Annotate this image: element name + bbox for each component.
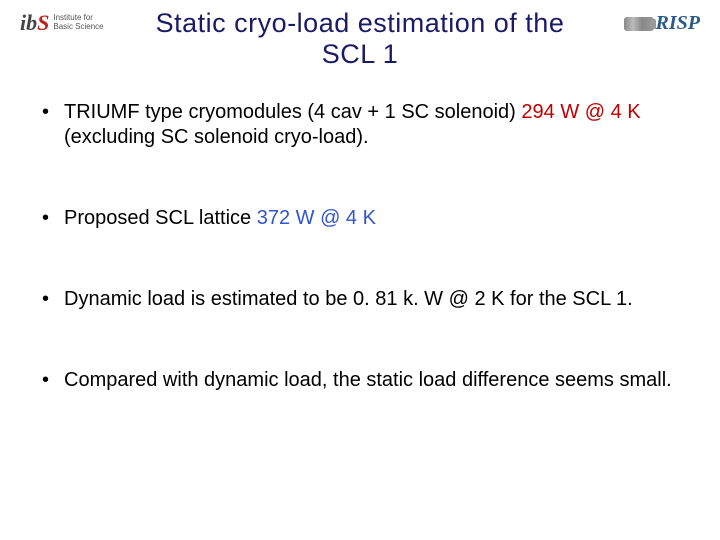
ibs-logo-prefix: ib bbox=[20, 10, 37, 35]
bullet-item: Dynamic load is estimated to be 0. 81 k.… bbox=[42, 287, 678, 312]
bullet-text-pre: TRIUMF type cryomodules (4 cav + 1 SC so… bbox=[64, 101, 521, 123]
bullet-text-pre: Compared with dynamic load, the static l… bbox=[64, 369, 672, 391]
ibs-logo-text: Institute for Basic Science bbox=[53, 14, 103, 32]
bullet-item: TRIUMF type cryomodules (4 cav + 1 SC so… bbox=[42, 100, 678, 150]
bullet-list: TRIUMF type cryomodules (4 cav + 1 SC so… bbox=[42, 100, 678, 393]
ibs-logo: ibS Institute for Basic Science bbox=[20, 10, 104, 36]
ibs-logo-suffix: S bbox=[37, 10, 49, 35]
bullet-item: Compared with dynamic load, the static l… bbox=[42, 368, 678, 393]
bullet-text-pre: Dynamic load is estimated to be 0. 81 k.… bbox=[64, 288, 633, 310]
bullet-highlight: 372 W @ 4 K bbox=[257, 207, 376, 229]
bullet-text-post: (excluding SC solenoid cryo-load). bbox=[64, 126, 369, 148]
bullet-text-pre: Proposed SCL lattice bbox=[64, 207, 257, 229]
slide-body: TRIUMF type cryomodules (4 cav + 1 SC so… bbox=[0, 80, 720, 393]
ibs-logo-text-line1: Institute for bbox=[53, 13, 93, 22]
ibs-logo-text-line2: Basic Science bbox=[53, 22, 103, 31]
slide-title: Static cryo-load estimation of the SCL 1 bbox=[150, 8, 570, 70]
accelerator-icon bbox=[624, 17, 654, 31]
risp-logo: RISP bbox=[624, 12, 700, 35]
bullet-item: Proposed SCL lattice 372 W @ 4 K bbox=[42, 206, 678, 231]
risp-label: RISP bbox=[656, 12, 700, 35]
ibs-logo-mark: ibS bbox=[20, 10, 49, 36]
bullet-highlight: 294 W @ 4 K bbox=[521, 101, 640, 123]
slide-header: ibS Institute for Basic Science Static c… bbox=[0, 0, 720, 80]
